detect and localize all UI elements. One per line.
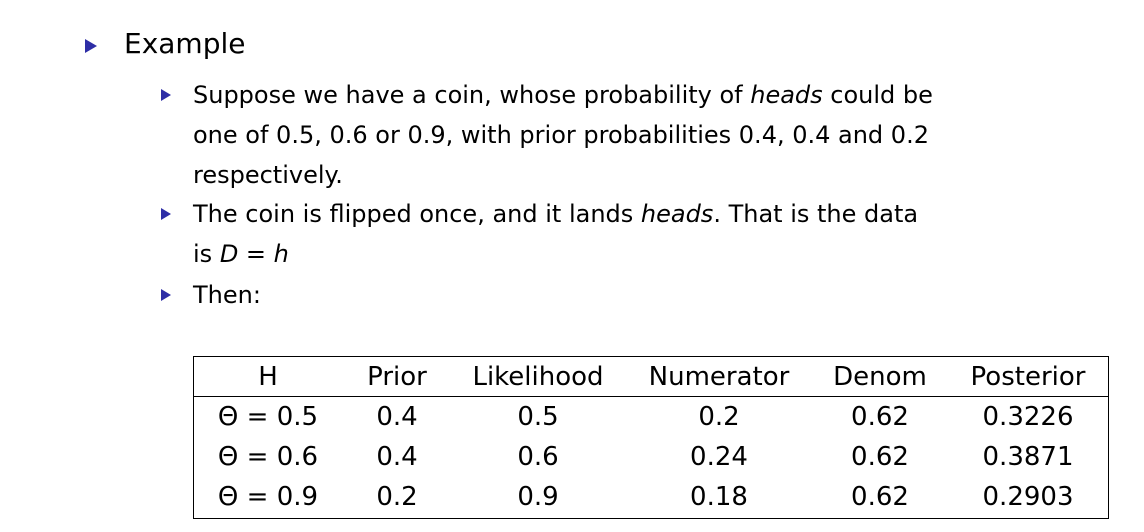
cell-prior: 0.4 [376, 442, 418, 472]
cell-likelihood: 0.9 [517, 482, 559, 512]
header-rule [194, 396, 1108, 397]
header-prior: Prior [367, 362, 427, 392]
cell-numerator: 0.2 [698, 402, 740, 432]
header-posterior: Posterior [970, 362, 1086, 392]
bullet-then: Then: [193, 275, 1053, 315]
bullet-line: is D = h [193, 234, 1053, 274]
text-run: Then: [193, 281, 261, 309]
emphasis-heads: heads [750, 81, 823, 109]
cell-denom: 0.62 [851, 402, 909, 432]
header-numerator: Numerator [648, 362, 790, 392]
text-run: respectively. [193, 161, 343, 189]
cell-h: Θ = 0.9 [217, 482, 319, 512]
cell-h: Θ = 0.6 [217, 442, 319, 472]
triangle-bullet-icon [161, 89, 171, 101]
text-run: one of 0.5, 0.6 or 0.9, with prior proba… [193, 121, 929, 149]
text-run: . That is the data [713, 200, 919, 228]
bullet-line: Suppose we have a coin, whose probabilit… [193, 75, 1053, 115]
cell-denom: 0.62 [851, 442, 909, 472]
cell-posterior: 0.3226 [982, 402, 1074, 432]
cell-h: Θ = 0.5 [217, 402, 319, 432]
triangle-bullet-icon [161, 289, 171, 301]
triangle-bullet-icon [161, 208, 171, 220]
cell-likelihood: 0.5 [517, 402, 559, 432]
cell-likelihood: 0.6 [517, 442, 559, 472]
text-run: is [193, 240, 220, 268]
heading-example: Example [124, 27, 246, 60]
text-run: The coin is flipped once, and it lands [193, 200, 641, 228]
header-likelihood: Likelihood [472, 362, 604, 392]
cell-denom: 0.62 [851, 482, 909, 512]
text-run: could be [822, 81, 933, 109]
cell-numerator: 0.18 [690, 482, 748, 512]
bullet-line: Then: [193, 275, 1053, 315]
bullet-coin-setup: Suppose we have a coin, whose probabilit… [193, 75, 1053, 195]
bullet-line: one of 0.5, 0.6 or 0.9, with prior proba… [193, 115, 1053, 155]
bullet-line: The coin is flipped once, and it lands h… [193, 194, 1053, 234]
bullet-line: respectively. [193, 155, 1053, 195]
cell-posterior: 0.3871 [982, 442, 1074, 472]
cell-prior: 0.4 [376, 402, 418, 432]
header-h: H [258, 362, 278, 392]
cell-prior: 0.2 [376, 482, 418, 512]
header-denom: Denom [833, 362, 927, 392]
bullet-coin-flip: The coin is flipped once, and it lands h… [193, 194, 1053, 274]
bayes-table: H Prior Likelihood Numerator Denom Poste… [193, 356, 1109, 519]
text-run: Suppose we have a coin, whose probabilit… [193, 81, 751, 109]
cell-numerator: 0.24 [690, 442, 748, 472]
math-d-equals-h: D = h [219, 240, 289, 268]
triangle-bullet-icon [85, 39, 97, 53]
emphasis-heads: heads [640, 200, 714, 228]
cell-posterior: 0.2903 [982, 482, 1074, 512]
